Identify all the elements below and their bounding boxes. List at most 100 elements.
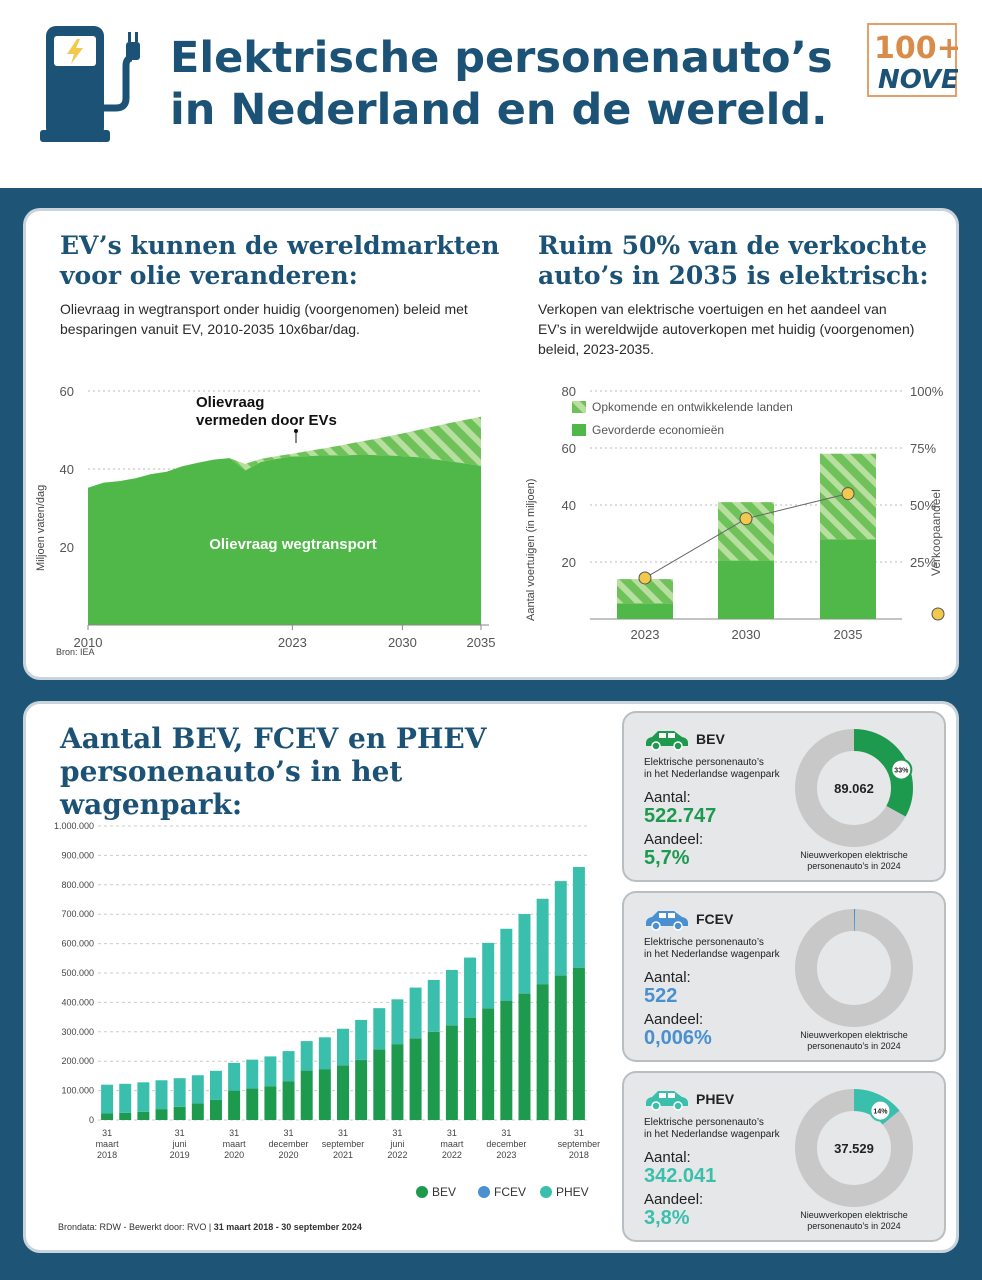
fleet-xtick-label: 2020 xyxy=(279,1150,299,1160)
panel-description: Elektrische personenauto’s in het Nederl… xyxy=(644,757,804,781)
fleet-source: Brondata: RDW - Bewerkt door: RVO | 31 m… xyxy=(58,1222,362,1232)
fleet-bar-bev xyxy=(391,1044,404,1120)
donut-note: Nieuwverkopen elektrische personenauto’s… xyxy=(784,850,924,872)
fleet-bar-bev xyxy=(209,1100,222,1120)
fleet-bar-phev xyxy=(355,1019,368,1060)
panel-description: Elektrische personenauto’s in het Nederl… xyxy=(644,937,804,961)
legend-advanced-swatch xyxy=(572,424,586,436)
ev-y2tick-label: 50% xyxy=(910,498,936,513)
fleet-bar-phev xyxy=(445,969,458,1026)
oil-road-area xyxy=(88,454,481,625)
fleet-bar-bev xyxy=(246,1088,259,1120)
oil-chart-description: Olievraag in wegtransport onder huidig (… xyxy=(60,301,468,337)
donut-value: 89.062 xyxy=(834,781,874,796)
donut-note-line2: personenauto’s in 2024 xyxy=(807,1221,901,1231)
fleet-bar-phev xyxy=(554,881,567,976)
fleet-bar-phev xyxy=(173,1078,186,1107)
panel-donut xyxy=(795,909,913,1027)
nove-logo: 100+ NOVE xyxy=(867,23,958,97)
fleet-xtick-label: december xyxy=(486,1139,526,1149)
fleet-xtick-label: 31 xyxy=(229,1128,239,1138)
fleet-bar-phev xyxy=(155,1080,168,1110)
fleet-xtick-label: maart xyxy=(440,1139,464,1149)
fleet-bar-bev xyxy=(137,1111,150,1120)
fleet-ytick-label: 500.000 xyxy=(61,968,94,978)
legend-emerging-swatch xyxy=(572,401,586,413)
fleet-bar-phev xyxy=(337,1028,349,1066)
fleet-bar-bev xyxy=(228,1090,241,1120)
fleet-xtick-label: 31 xyxy=(501,1128,511,1138)
panel-desc-line2: in het Nederlandse wagenpark xyxy=(644,949,780,960)
fleet-bar-phev xyxy=(282,1051,295,1082)
fleet-bar-phev xyxy=(137,1082,150,1112)
panel-description: Elektrische personenauto’s in het Nederl… xyxy=(644,1117,804,1141)
donut-segment xyxy=(795,729,913,847)
fleet-xtick-label: 2018 xyxy=(97,1150,117,1160)
oil-area-label: Olievraag wegtransport xyxy=(209,536,377,553)
oil-ylabel: Miljoen vaten/dag xyxy=(35,485,47,571)
panel-desc-line1: Elektrische personenauto’s xyxy=(644,757,764,768)
fleet-bar-phev xyxy=(464,957,477,1018)
donut-note-line2: personenauto’s in 2024 xyxy=(807,861,901,871)
fleet-xtick-label: 31 xyxy=(284,1128,294,1138)
fleet-bar-bev xyxy=(409,1038,422,1120)
ev-ylabel: Aantal voertuigen (in miljoen) xyxy=(525,479,537,621)
oil-heading-line2: voor olie veranderen: xyxy=(60,261,358,290)
ev-xtick-label: 2035 xyxy=(834,627,863,642)
fleet-legend-dot xyxy=(416,1186,428,1198)
fleet-xtick-label: juni xyxy=(389,1139,404,1149)
ev-bar-emerging xyxy=(718,502,774,561)
panel-desc-line2: in het Nederlandse wagenpark xyxy=(644,1129,780,1140)
oil-xtick-label: 2035 xyxy=(467,635,496,650)
fleet-xtick-label: 31 xyxy=(175,1128,185,1138)
fleet-bar-phev xyxy=(119,1083,132,1113)
oil-annotation-line1: Olievraag xyxy=(196,394,264,411)
donut-segment xyxy=(795,1089,913,1207)
donut-note-line1: Nieuwverkopen elektrische xyxy=(800,850,908,860)
share-legend-dot xyxy=(931,607,945,621)
panel-share-label: Aandeel: xyxy=(644,1011,704,1028)
nl-card: Aantal BEV, FCEV en PHEV personenauto’s … xyxy=(26,704,956,1250)
ev-y2label: Verkoopaandeel xyxy=(929,489,943,576)
panel-count: 522 xyxy=(644,985,678,1007)
fleet-xtick-label: 2023 xyxy=(496,1150,516,1160)
fleet-xtick-label: 2020 xyxy=(224,1150,244,1160)
panel-desc-line2: in het Nederlandse wagenpark xyxy=(644,769,780,780)
ev-heading-line1: Ruim 50% van de verkochte xyxy=(538,231,928,260)
fcev-panel: FCEV Elektrische personenauto’s in het N… xyxy=(624,893,944,1060)
ev-bar-advanced xyxy=(718,560,774,619)
oil-source: Bron: IEA xyxy=(56,647,95,657)
fleet-bar-bev xyxy=(264,1086,277,1120)
fleet-ytick-label: 800.000 xyxy=(61,880,94,890)
panel-share: 5,7% xyxy=(644,847,690,869)
ev-ytick-label: 60 xyxy=(562,441,576,456)
fleet-bar-phev xyxy=(101,1084,114,1114)
ev-sales-heading: Ruim 50% van de verkochte auto’s in 2035… xyxy=(538,231,938,291)
fleet-bar-phev xyxy=(246,1059,259,1089)
fleet-bar-bev xyxy=(464,1017,477,1120)
fleet-xtick-label: 2019 xyxy=(170,1150,190,1160)
fleet-heading-line2: personenauto’s in het wagenpark: xyxy=(60,755,403,821)
ev-bar-advanced xyxy=(820,539,876,619)
fleet-bar-phev xyxy=(536,898,549,985)
fleet-bar-bev xyxy=(355,1060,368,1120)
fleet-bar-bev xyxy=(500,1000,513,1120)
donut-track xyxy=(795,909,913,1027)
fleet-bar-phev xyxy=(373,1008,386,1050)
fleet-bar-bev xyxy=(191,1103,204,1120)
fleet-bar-phev xyxy=(228,1062,241,1091)
share-point xyxy=(841,487,855,501)
panel-count-label: Aantal: xyxy=(644,789,691,806)
share-point xyxy=(739,512,753,526)
panel-share-label: Aandeel: xyxy=(644,1191,704,1208)
ev-ytick-label: 80 xyxy=(562,384,576,399)
fleet-bar-phev xyxy=(572,867,585,968)
fleet-ytick-label: 1.000.000 xyxy=(54,821,94,831)
panel-count-label: Aantal: xyxy=(644,1149,691,1166)
phev-panel: PHEV Elektrische personenauto’s in het N… xyxy=(624,1073,944,1240)
fleet-legend-dot xyxy=(478,1186,490,1198)
ev-ytick-label: 40 xyxy=(562,498,576,513)
fleet-bar-phev xyxy=(409,987,422,1039)
fleet-ytick-label: 0 xyxy=(89,1115,94,1125)
fleet-ytick-label: 200.000 xyxy=(61,1056,94,1066)
